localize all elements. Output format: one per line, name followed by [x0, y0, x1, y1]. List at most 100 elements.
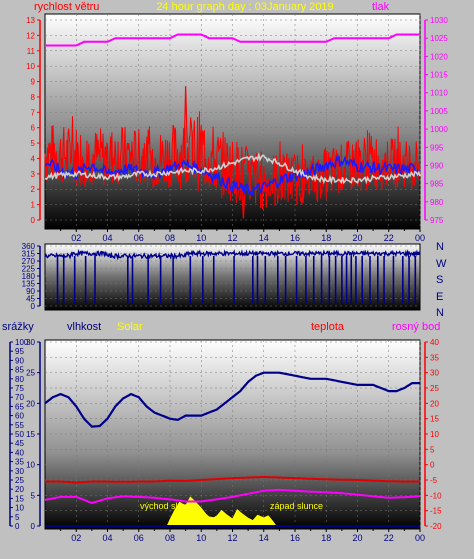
pressure-y-axis-tick-label: 1025 — [430, 34, 448, 43]
rain-y-axis-tick-label: 20 — [15, 485, 24, 494]
rain-y-axis-tick-label: 25 — [15, 476, 24, 485]
rain-y-axis-tick-label: 50 — [15, 430, 24, 439]
rain-y-axis-tick-label: 90 — [15, 356, 24, 365]
wind-y-axis-tick-label: 2 — [31, 185, 36, 194]
pressure-y-axis-tick-label: 975 — [430, 216, 444, 225]
humidity-y-axis-tick-label: 10 — [26, 461, 35, 470]
series-humidity — [44, 371, 420, 428]
temperature-y-axis-tick-label: -15 — [430, 507, 442, 516]
direction-y-axis-tick-label: 315 — [22, 250, 36, 259]
temperature-y-axis-tick-label: 25 — [430, 384, 439, 393]
pressure-y-axis-tick-label: 1020 — [430, 52, 448, 61]
rain-y-axis-tick-label: 75 — [15, 384, 24, 393]
series-wind-peak — [183, 86, 188, 159]
rain-y-axis-tick-label: 5 — [15, 513, 20, 522]
wind-y-axis-tick-label: 9 — [31, 78, 36, 87]
sunset-annotation: západ slunce — [270, 501, 323, 511]
direction-y-axis-tick-label: 90 — [26, 287, 35, 296]
wind-y-axis-tick-label: 13 — [26, 16, 35, 25]
temperature-axis-label: teplota — [311, 321, 345, 333]
temperature-y-axis-tick-label: 0 — [430, 461, 435, 470]
temperature-y-axis-tick-label: 20 — [430, 399, 439, 408]
time-axis-3-tick-label: 02 — [71, 533, 81, 543]
temperature-y-axis-tick-label: -10 — [430, 491, 442, 500]
compass-label-n2: N — [436, 307, 444, 319]
series-wind-dip — [241, 189, 246, 219]
wind-y-axis-tick-label: 6 — [31, 124, 36, 133]
time-axis-3-tick-label: 10 — [196, 533, 206, 543]
series-wind-direction — [44, 248, 421, 261]
rain-y-axis-tick-label: 30 — [15, 467, 24, 476]
direction-y-axis-tick-label: 180 — [22, 272, 36, 281]
wind-plot-area — [44, 13, 421, 230]
wind-y-axis-tick-label: 1 — [31, 201, 36, 210]
series-layer — [44, 33, 421, 527]
wind-y-axis-tick-label: 11 — [27, 47, 36, 56]
axes-layer: 0123456789101112139759809859909951000100… — [9, 16, 448, 543]
wind-y-axis-tick-label: 10 — [26, 62, 35, 71]
series-pressure — [45, 33, 420, 47]
rain-y-axis-tick-label: 70 — [15, 393, 24, 402]
rain-y-axis-tick-label: 100 — [15, 338, 29, 347]
time-axis-3-tick-label: 18 — [321, 533, 331, 543]
pressure-axis-label: tlak — [372, 1, 390, 13]
series-temperature — [45, 475, 420, 484]
time-axis-1-tick-label: 00 — [415, 233, 425, 243]
time-axis-3-tick-label: 16 — [290, 533, 300, 543]
pressure-y-axis-tick-label: 980 — [430, 198, 444, 207]
humidity-axis-label: vlhkost — [67, 321, 101, 333]
temperature-y-axis-tick-label: -20 — [430, 522, 442, 531]
pressure-y-axis-tick-label: 1000 — [430, 125, 448, 134]
rain-y-axis-tick-label: 35 — [15, 458, 24, 467]
time-axis-3-tick-label: 00 — [415, 533, 425, 543]
humidity-y-axis-tick-label: 25 — [26, 369, 35, 378]
time-axis-3-tick-label: 20 — [352, 533, 362, 543]
humidity-y-axis-tick-label: 20 — [26, 399, 35, 408]
temperature-y-axis-tick-label: 5 — [430, 445, 435, 454]
series-gust-average — [44, 152, 421, 185]
wind-y-axis-tick-label: 7 — [31, 108, 36, 117]
time-axis-3-tick-label: 14 — [259, 533, 269, 543]
pressure-y-axis-tick-label: 985 — [430, 180, 444, 189]
compass-label-s: S — [436, 274, 443, 286]
temperature-y-axis-tick-label: 10 — [430, 430, 439, 439]
rain-axis-label: srážky — [2, 321, 34, 333]
time-axis-1-tick-label: 08 — [165, 233, 175, 243]
solar-axis-label: Solar — [117, 321, 143, 333]
humidity-y-axis-tick-label: 15 — [26, 430, 35, 439]
rain-y-axis-tick-label: 15 — [15, 494, 24, 503]
direction-y-axis-tick-label: 0 — [31, 302, 36, 311]
temperature-y-axis-tick-label: -5 — [430, 476, 438, 485]
time-axis-1-tick-label: 06 — [134, 233, 144, 243]
time-axis-1-tick-label: 22 — [384, 233, 394, 243]
time-axis-1-tick-label: 02 — [71, 233, 81, 243]
time-axis-1-tick-label: 16 — [290, 233, 300, 243]
direction-y-axis-tick-label: 45 — [26, 295, 35, 304]
wind-y-axis-tick-label: 12 — [26, 31, 35, 40]
series-dewpoint — [44, 488, 420, 505]
compass-label-e: E — [436, 291, 443, 303]
series-solar — [166, 496, 277, 527]
temperature-y-axis-tick-label: 30 — [430, 369, 439, 378]
wind-y-axis-tick-label: 0 — [31, 216, 36, 225]
time-axis-1-tick-label: 14 — [259, 233, 269, 243]
compass-label-n1: N — [436, 241, 444, 253]
grid-layer — [45, 14, 421, 529]
time-axis-3-tick-label: 08 — [165, 533, 175, 543]
temperature-y-axis-tick-label: 15 — [430, 415, 439, 424]
wind-axis-label: rychlost větru — [34, 1, 99, 13]
time-axis-1-tick-label: 04 — [102, 233, 112, 243]
direction-y-axis-tick-label: 270 — [22, 257, 36, 266]
time-axis-3-tick-label: 04 — [102, 533, 112, 543]
sunrise-annotation: východ slunce — [140, 501, 197, 511]
pressure-y-axis-tick-label: 1010 — [430, 89, 448, 98]
temperature-y-axis-tick-label: 40 — [430, 338, 439, 347]
chart-title: 24 hour graph day : 03January 2019 — [156, 1, 333, 13]
time-axis-1-tick-label: 18 — [321, 233, 331, 243]
humidity-y-axis-tick-label: 0 — [31, 522, 36, 531]
wind-y-axis-tick-label: 5 — [31, 139, 36, 148]
rain-y-axis-tick-label: 10 — [15, 504, 24, 513]
direction-y-axis-tick-label: 360 — [22, 242, 36, 251]
